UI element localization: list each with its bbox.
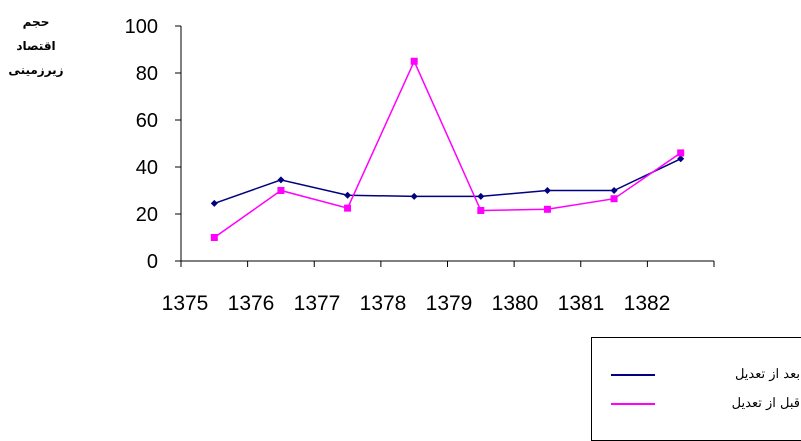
series-group — [210, 57, 685, 241]
data-point-marker — [543, 187, 551, 194]
data-point-marker — [277, 187, 285, 194]
legend-item-after-adjustment: بعد از تعدیل — [592, 364, 801, 386]
x-tick-label: 1375 — [162, 292, 209, 315]
legend-label-before-adjustment: قبل از تعدیل — [731, 396, 800, 411]
data-point-marker — [410, 57, 418, 65]
data-point-marker — [677, 149, 685, 157]
x-tick-labels: 1375 1376 1377 1378 1379 1380 1381 1382 — [162, 292, 671, 315]
x-tick-label: 1377 — [294, 292, 341, 315]
x-tick-label: 1381 — [558, 292, 605, 315]
x-tick-label: 1380 — [492, 292, 539, 315]
y-tick-label: 60 — [136, 110, 158, 132]
x-tick-label: 1382 — [624, 292, 671, 315]
series-line-1 — [214, 158, 682, 205]
data-point-marker — [610, 195, 618, 203]
y-tick-label: 80 — [136, 63, 158, 85]
y-tick-labels: 0 20 40 60 80 100 — [125, 16, 158, 273]
x-tick-label: 1376 — [228, 292, 275, 315]
data-point-marker — [210, 199, 218, 207]
legend: بعد از تعدیل قبل از تعدیل — [591, 337, 801, 441]
x-tick-label: 1379 — [426, 292, 473, 315]
y-tick-label: 40 — [136, 157, 158, 179]
data-point-marker — [344, 191, 352, 199]
x-tick-label: 1378 — [360, 292, 407, 315]
y-axis-label-line-1: حجم اقتصاد — [16, 15, 56, 53]
y-tick-label: 20 — [136, 204, 158, 226]
legend-label-after-adjustment: بعد از تعدیل — [734, 367, 800, 382]
y-tick-label: 0 — [147, 251, 158, 273]
legend-swatch-before-adjustment — [611, 403, 655, 405]
data-point-marker — [410, 192, 418, 200]
data-point-marker — [543, 205, 551, 213]
data-point-marker — [477, 206, 485, 214]
data-point-marker — [477, 192, 485, 200]
data-point-marker — [344, 204, 352, 212]
series-line-2 — [213, 59, 682, 239]
y-axis-label: حجم اقتصاد زیرزمینی — [6, 10, 66, 82]
data-point-marker — [277, 176, 285, 184]
y-axis-label-line-2: زیرزمینی — [8, 63, 64, 77]
y-tick-label: 100 — [125, 16, 158, 38]
legend-swatch-after-adjustment — [611, 374, 655, 376]
data-point-marker — [210, 234, 218, 241]
data-point-marker — [610, 187, 618, 194]
axes — [175, 25, 715, 267]
data-point-marker — [677, 155, 685, 163]
legend-item-before-adjustment: قبل از تعدیل — [592, 393, 801, 415]
